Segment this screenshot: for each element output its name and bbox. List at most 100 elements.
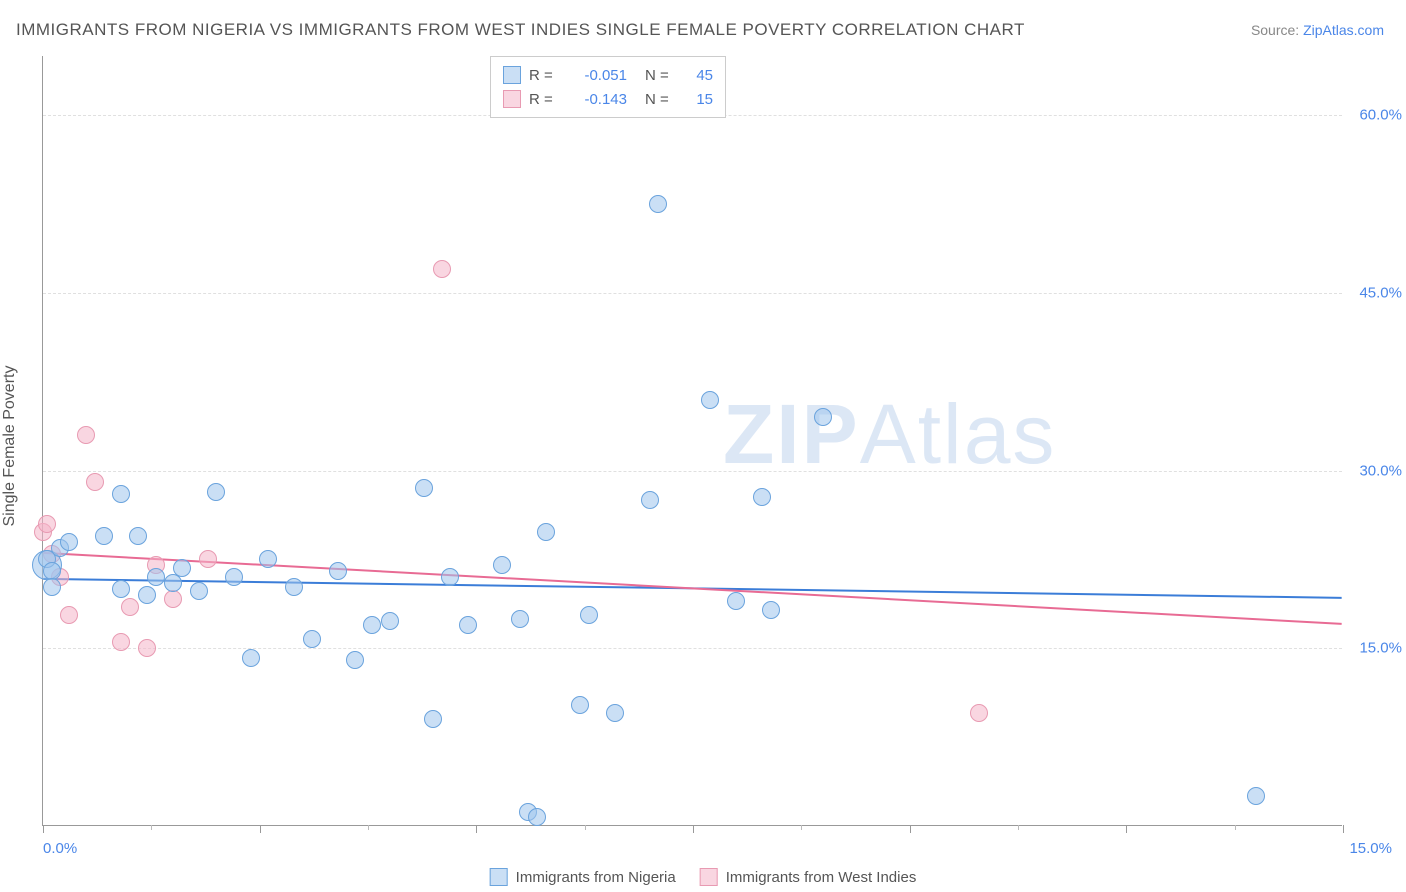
scatter-point [433, 260, 451, 278]
scatter-point [285, 578, 303, 596]
legend-swatch [490, 868, 508, 886]
x-tick-minor [1235, 825, 1236, 830]
gridline [43, 471, 1342, 472]
scatter-point [329, 562, 347, 580]
x-tick-label: 15.0% [1342, 840, 1392, 857]
y-axis-title: Single Female Poverty [1, 366, 19, 527]
x-tick-major [910, 825, 911, 833]
scatter-point [86, 473, 104, 491]
scatter-point [753, 488, 771, 506]
legend-series-name: Immigrants from Nigeria [516, 869, 676, 886]
scatter-point [164, 590, 182, 608]
legend-item: Immigrants from Nigeria [490, 868, 676, 886]
scatter-point [303, 630, 321, 648]
scatter-point [77, 426, 95, 444]
x-tick-major [476, 825, 477, 833]
chart-title: IMMIGRANTS FROM NIGERIA VS IMMIGRANTS FR… [16, 20, 1025, 40]
scatter-point [60, 606, 78, 624]
x-tick-minor [585, 825, 586, 830]
scatter-point [970, 704, 988, 722]
scatter-point [511, 610, 529, 628]
scatter-point [147, 568, 165, 586]
scatter-point [138, 586, 156, 604]
watermark-rest: Atlas [860, 387, 1057, 481]
scatter-point [528, 808, 546, 826]
legend-stat-row: R = -0.051 N = 45 [503, 63, 713, 87]
legend-r-label: R = [529, 91, 559, 108]
scatter-point [60, 533, 78, 551]
x-tick-label: 0.0% [43, 840, 77, 857]
legend-series-name: Immigrants from West Indies [726, 869, 917, 886]
x-tick-minor [1018, 825, 1019, 830]
x-tick-minor [801, 825, 802, 830]
x-tick-major [693, 825, 694, 833]
watermark-bold: ZIP [723, 387, 860, 481]
scatter-point [112, 485, 130, 503]
legend-stat-row: R = -0.143 N = 15 [503, 87, 713, 111]
legend-swatch [503, 90, 521, 108]
x-tick-minor [151, 825, 152, 830]
scatter-point [225, 568, 243, 586]
legend-n-value: 45 [683, 67, 713, 84]
watermark: ZIPAtlas [723, 386, 1056, 483]
y-tick-label: 15.0% [1352, 640, 1402, 657]
scatter-point [242, 649, 260, 667]
scatter-point [190, 582, 208, 600]
x-tick-minor [368, 825, 369, 830]
gridline [43, 293, 1342, 294]
legend-r-label: R = [529, 67, 559, 84]
y-tick-label: 45.0% [1352, 284, 1402, 301]
x-tick-major [1126, 825, 1127, 833]
scatter-point [207, 483, 225, 501]
source-link[interactable]: ZipAtlas.com [1303, 22, 1384, 38]
scatter-point [346, 651, 364, 669]
legend-n-label: N = [645, 67, 675, 84]
y-tick-label: 30.0% [1352, 462, 1402, 479]
scatter-point [606, 704, 624, 722]
legend-swatch [503, 66, 521, 84]
scatter-point [641, 491, 659, 509]
scatter-point [727, 592, 745, 610]
scatter-point [381, 612, 399, 630]
legend-n-label: N = [645, 91, 675, 108]
scatter-point [493, 556, 511, 574]
legend-bottom: Immigrants from Nigeria Immigrants from W… [490, 868, 917, 886]
scatter-point [571, 696, 589, 714]
plot-area: ZIPAtlas 15.0%30.0%45.0%60.0%0.0%15.0% [42, 56, 1342, 826]
y-tick-label: 60.0% [1352, 107, 1402, 124]
x-tick-major [1343, 825, 1344, 833]
scatter-point [814, 408, 832, 426]
legend-r-value: -0.143 [567, 91, 627, 108]
scatter-point [415, 479, 433, 497]
scatter-point [43, 578, 61, 596]
scatter-point [173, 559, 191, 577]
source-label: Source: ZipAtlas.com [1251, 22, 1384, 38]
trend-lines-svg [43, 56, 1342, 825]
legend-n-value: 15 [683, 91, 713, 108]
legend-swatch [700, 868, 718, 886]
source-prefix: Source: [1251, 22, 1303, 38]
scatter-point [259, 550, 277, 568]
scatter-point [38, 515, 56, 533]
x-tick-major [43, 825, 44, 833]
scatter-point [112, 580, 130, 598]
scatter-point [95, 527, 113, 545]
scatter-point [537, 523, 555, 541]
scatter-point [121, 598, 139, 616]
scatter-point [129, 527, 147, 545]
scatter-point [112, 633, 130, 651]
scatter-point [762, 601, 780, 619]
legend-item: Immigrants from West Indies [700, 868, 917, 886]
scatter-point [441, 568, 459, 586]
scatter-point [363, 616, 381, 634]
scatter-point [199, 550, 217, 568]
scatter-point [424, 710, 442, 728]
scatter-point [1247, 787, 1265, 805]
x-tick-major [260, 825, 261, 833]
legend-stats-box: R = -0.051 N = 45 R = -0.143 N = 15 [490, 56, 726, 118]
legend-r-value: -0.051 [567, 67, 627, 84]
scatter-point [580, 606, 598, 624]
scatter-point [138, 639, 156, 657]
trendline [43, 553, 1341, 624]
scatter-point [459, 616, 477, 634]
